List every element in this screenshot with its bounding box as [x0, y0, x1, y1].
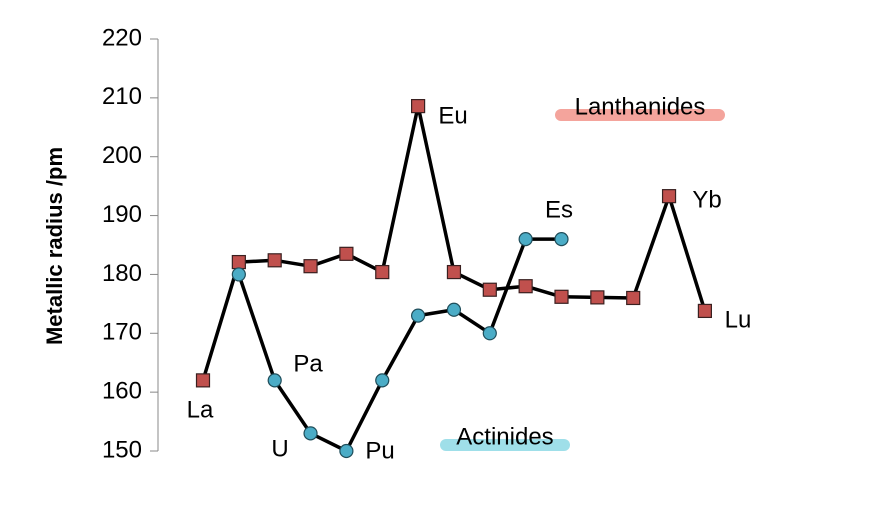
y-tick-label: 220	[102, 24, 142, 51]
y-tick-label: 160	[102, 377, 142, 404]
marker	[554, 289, 569, 304]
y-tick-label: 190	[102, 201, 142, 228]
annotation: Lu	[725, 306, 752, 333]
annotation: Es	[545, 196, 573, 223]
y-tick-label: 210	[102, 83, 142, 110]
marker	[303, 259, 318, 274]
marker	[518, 279, 533, 294]
marker	[518, 232, 533, 247]
marker	[661, 189, 677, 204]
y-tick-label: 150	[102, 436, 142, 463]
marker	[482, 282, 497, 297]
annotation: Pa	[293, 350, 323, 377]
marker	[554, 232, 569, 247]
series-label: Lanthanides	[575, 93, 706, 120]
marker	[446, 302, 462, 317]
label-highlight	[555, 109, 725, 121]
series-line	[237, 237, 562, 453]
annotation: Eu	[438, 102, 467, 129]
marker	[411, 98, 426, 114]
marker	[411, 308, 426, 323]
marker	[267, 373, 282, 388]
label-highlight	[440, 439, 570, 451]
marker	[590, 290, 605, 305]
marker	[231, 254, 246, 270]
annotation: La	[187, 396, 214, 423]
marker	[375, 264, 390, 280]
y-tick-label: 200	[102, 142, 142, 169]
marker	[339, 443, 354, 459]
y-axis-label: Metallic radius /pm	[42, 147, 67, 345]
marker	[339, 246, 354, 261]
y-tick-label: 170	[102, 319, 142, 346]
annotation: Pu	[365, 437, 394, 464]
series-label: Actinides	[456, 423, 553, 450]
marker	[231, 267, 246, 282]
marker	[697, 303, 713, 319]
annotation: Yb	[692, 186, 721, 213]
series-line	[201, 104, 707, 381]
marker	[303, 426, 318, 441]
marker	[626, 290, 641, 306]
marker	[375, 373, 390, 388]
marker	[267, 253, 282, 268]
annotation: U	[271, 435, 288, 462]
y-tick-label: 180	[102, 260, 142, 287]
marker	[446, 264, 462, 280]
marker	[195, 373, 211, 388]
marker	[482, 326, 497, 341]
